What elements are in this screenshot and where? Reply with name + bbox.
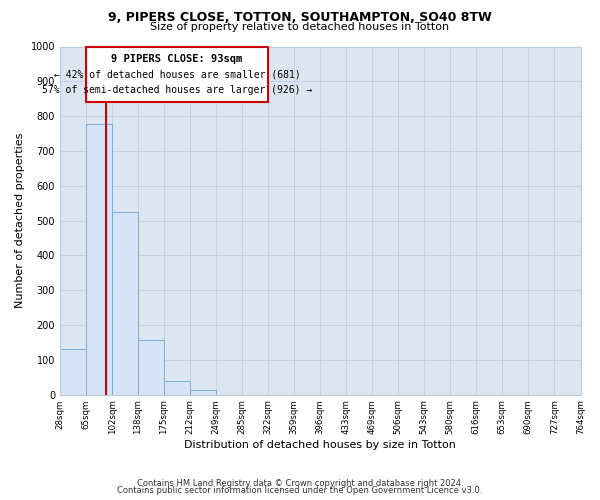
Y-axis label: Number of detached properties: Number of detached properties [15, 133, 25, 308]
Text: Size of property relative to detached houses in Totton: Size of property relative to detached ho… [151, 22, 449, 32]
Text: Contains HM Land Registry data © Crown copyright and database right 2024.: Contains HM Land Registry data © Crown c… [137, 478, 463, 488]
X-axis label: Distribution of detached houses by size in Totton: Distribution of detached houses by size … [184, 440, 456, 450]
Text: 9, PIPERS CLOSE, TOTTON, SOUTHAMPTON, SO40 8TW: 9, PIPERS CLOSE, TOTTON, SOUTHAMPTON, SO… [108, 11, 492, 24]
Text: Contains public sector information licensed under the Open Government Licence v3: Contains public sector information licen… [118, 486, 482, 495]
Text: 57% of semi-detached houses are larger (926) →: 57% of semi-detached houses are larger (… [42, 85, 312, 95]
Text: ← 42% of detached houses are smaller (681): ← 42% of detached houses are smaller (68… [53, 70, 301, 80]
Text: 9 PIPERS CLOSE: 93sqm: 9 PIPERS CLOSE: 93sqm [112, 54, 242, 64]
Bar [86, 124, 112, 394]
Bar [164, 381, 190, 394]
Bar [190, 390, 216, 394]
FancyBboxPatch shape [86, 46, 268, 102]
Bar [112, 212, 138, 394]
Bar [138, 340, 164, 394]
Bar [60, 348, 86, 395]
